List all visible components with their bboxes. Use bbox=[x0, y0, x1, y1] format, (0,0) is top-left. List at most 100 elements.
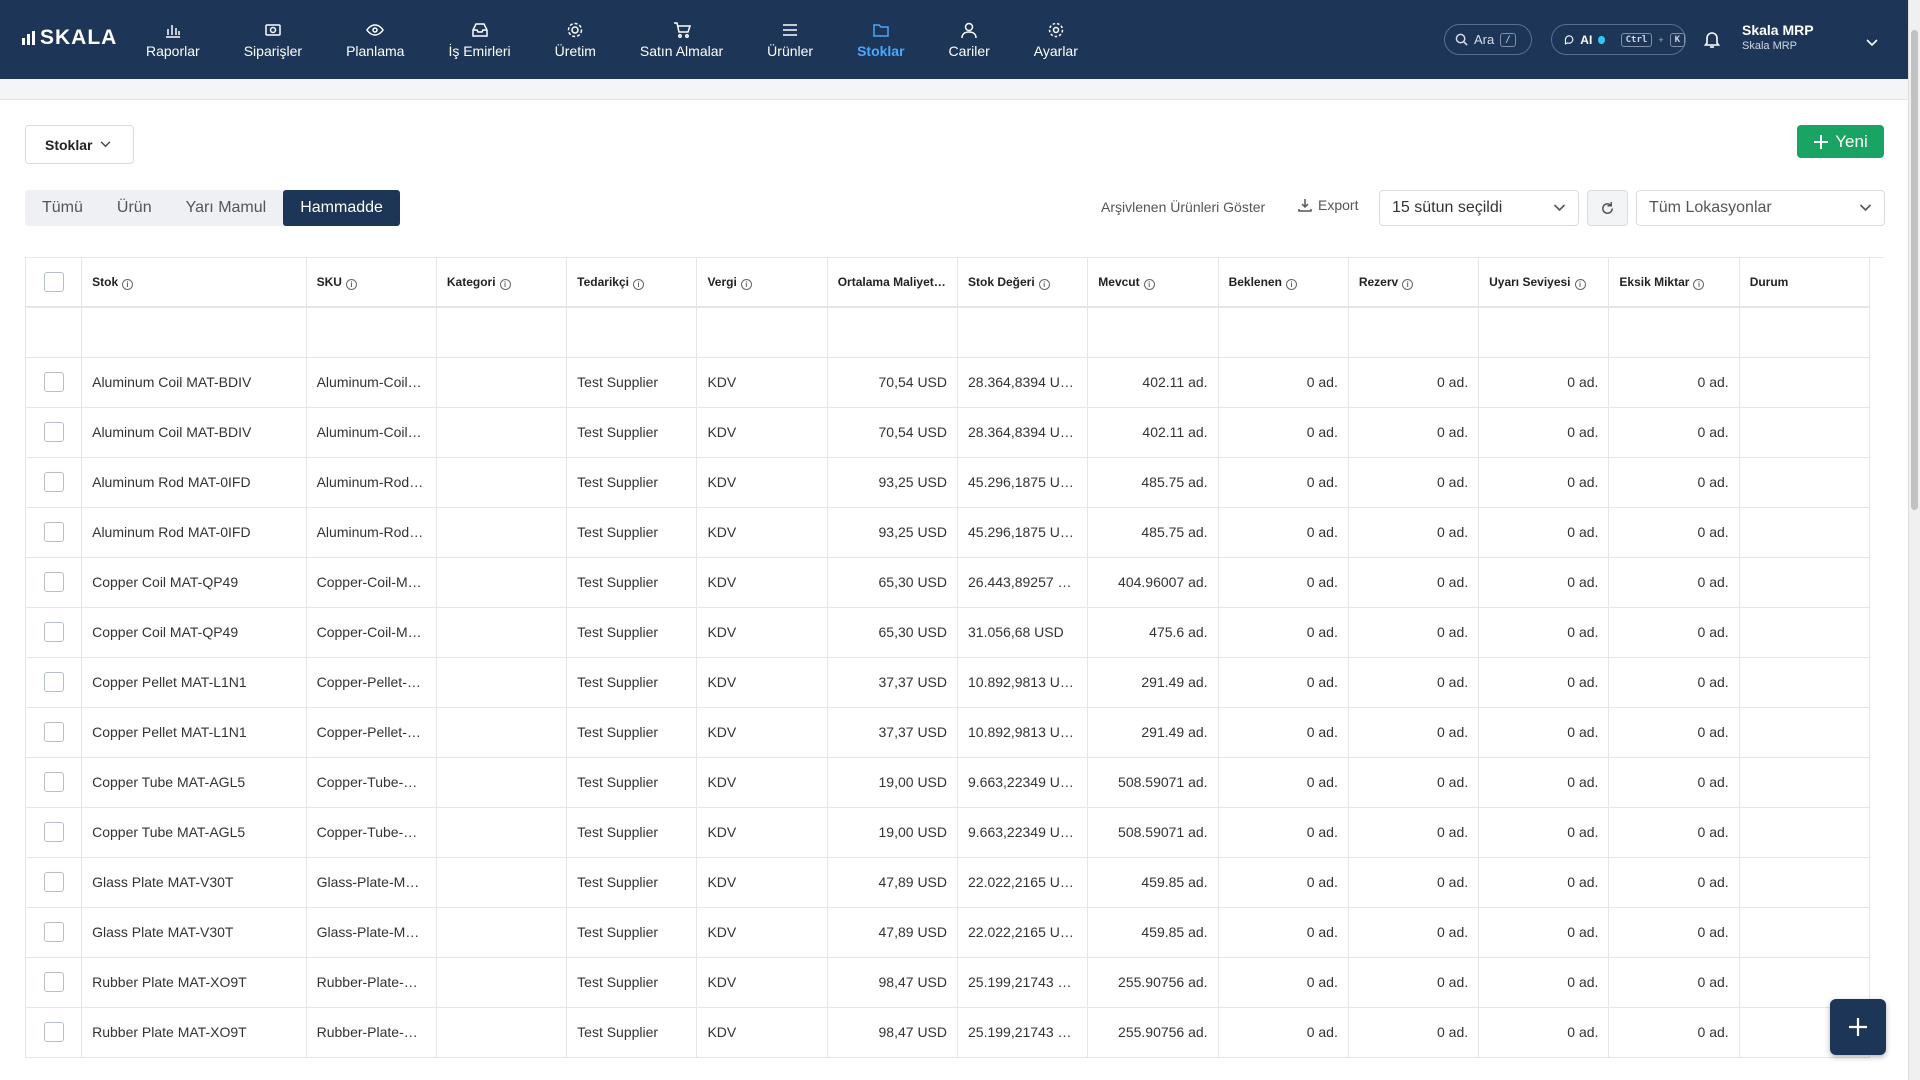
missing-qty-link[interactable]: 0 ad. bbox=[1608, 407, 1740, 458]
reserved-qty-link[interactable]: 0 ad. bbox=[1348, 657, 1480, 708]
row-checkbox[interactable] bbox=[43, 372, 64, 392]
col-header-durum[interactable]: Durum bbox=[1739, 258, 1871, 308]
nav-item-satin-almalar[interactable]: Satın Almalar bbox=[618, 0, 745, 79]
available-qty-link[interactable]: 459.85 ad. bbox=[1087, 857, 1219, 908]
col-header-rezerv[interactable]: Rezerv i bbox=[1348, 258, 1480, 308]
available-qty-link[interactable]: 508.59071 ad. bbox=[1087, 807, 1219, 858]
expected-qty-link[interactable]: 0 ad. bbox=[1218, 357, 1349, 408]
stock-name-link[interactable]: Aluminum Rod MAT-0IFD bbox=[81, 457, 307, 508]
quick-add-button[interactable] bbox=[1830, 999, 1886, 1055]
missing-qty-link[interactable]: 0 ad. bbox=[1608, 557, 1740, 608]
tab-urun[interactable]: Ürün bbox=[116, 199, 152, 216]
stock-name-link[interactable]: Rubber Plate MAT-XO9T bbox=[81, 957, 307, 1008]
available-qty-link[interactable]: 404.96007 ad. bbox=[1087, 557, 1219, 608]
missing-qty-link[interactable]: 0 ad. bbox=[1608, 707, 1740, 758]
expected-qty-link[interactable]: 0 ad. bbox=[1218, 807, 1349, 858]
nav-item-planlama[interactable]: Planlama bbox=[324, 0, 426, 79]
nav-item-raporlar[interactable]: Raporlar bbox=[124, 0, 222, 79]
expected-qty-link[interactable]: 0 ad. bbox=[1218, 557, 1349, 608]
nav-item-cariler[interactable]: Cariler bbox=[927, 0, 1012, 79]
stock-name-link[interactable]: Glass Plate MAT-V30T bbox=[81, 857, 307, 908]
reserved-qty-link[interactable]: 0 ad. bbox=[1348, 757, 1480, 808]
available-qty-link[interactable]: 508.59071 ad. bbox=[1087, 757, 1219, 808]
row-checkbox[interactable] bbox=[43, 572, 64, 592]
notifications-button[interactable] bbox=[1703, 30, 1721, 54]
expected-qty-link[interactable]: 0 ad. bbox=[1218, 1007, 1349, 1058]
filter-cell[interactable] bbox=[957, 307, 1089, 358]
expected-qty-link[interactable]: 0 ad. bbox=[1218, 457, 1349, 508]
stock-name-link[interactable]: Copper Coil MAT-QP49 bbox=[81, 557, 307, 608]
reserved-qty-link[interactable]: 0 ad. bbox=[1348, 707, 1480, 758]
row-checkbox[interactable] bbox=[43, 922, 64, 942]
table-row[interactable]: Aluminum Rod MAT-0IFDAluminum-Rod-MAT-0I… bbox=[25, 507, 1871, 558]
available-qty-link[interactable]: 291.49 ad. bbox=[1087, 707, 1219, 758]
table-row[interactable]: Copper Tube MAT-AGL5Copper-Tube-MAT-AGL5… bbox=[25, 807, 1871, 858]
row-checkbox[interactable] bbox=[43, 422, 64, 442]
reserved-qty-link[interactable]: 0 ad. bbox=[1348, 607, 1480, 658]
tab-tumu[interactable]: Tümü bbox=[42, 199, 83, 216]
location-select[interactable]: Tüm Lokasyonlar bbox=[1636, 190, 1885, 226]
col-header-beklenen[interactable]: Beklenen i bbox=[1218, 258, 1349, 308]
filter-cell[interactable] bbox=[566, 307, 698, 358]
row-checkbox[interactable] bbox=[43, 1022, 64, 1042]
col-header-kategori[interactable]: Kategori i bbox=[436, 258, 568, 308]
stock-name-link[interactable]: Aluminum Rod MAT-0IFD bbox=[81, 507, 307, 558]
stock-name-link[interactable]: Copper Coil MAT-QP49 bbox=[81, 607, 307, 658]
missing-qty-link[interactable]: 0 ad. bbox=[1608, 757, 1740, 808]
new-stock-button[interactable]: Yeni bbox=[1797, 125, 1884, 158]
tab-hammadde[interactable]: Hammadde bbox=[283, 190, 400, 226]
brand-logo[interactable]: SKALA bbox=[22, 26, 117, 50]
nav-item-is-emirleri[interactable]: İş Emirleri bbox=[426, 0, 532, 79]
reserved-qty-link[interactable]: 0 ad. bbox=[1348, 857, 1480, 908]
filter-cell[interactable] bbox=[1348, 307, 1480, 358]
available-qty-link[interactable]: 255.90756 ad. bbox=[1087, 957, 1219, 1008]
missing-qty-link[interactable]: 0 ad. bbox=[1608, 507, 1740, 558]
filter-cell[interactable] bbox=[827, 307, 959, 358]
row-checkbox[interactable] bbox=[43, 722, 64, 742]
filter-cell[interactable] bbox=[81, 307, 307, 358]
row-checkbox[interactable] bbox=[43, 622, 64, 642]
table-row[interactable]: Aluminum Coil MAT-BDIVAluminum-Coil-MAT-… bbox=[25, 357, 1871, 408]
row-checkbox[interactable] bbox=[43, 522, 64, 542]
table-row[interactable]: Copper Pellet MAT-L1N1Copper-Pellet-MAT-… bbox=[25, 707, 1871, 758]
expected-qty-link[interactable]: 0 ad. bbox=[1218, 957, 1349, 1008]
missing-qty-link[interactable]: 0 ad. bbox=[1608, 457, 1740, 508]
reserved-qty-link[interactable]: 0 ad. bbox=[1348, 357, 1480, 408]
expected-qty-link[interactable]: 0 ad. bbox=[1218, 857, 1349, 908]
missing-qty-link[interactable]: 0 ad. bbox=[1608, 807, 1740, 858]
available-qty-link[interactable]: 459.85 ad. bbox=[1087, 907, 1219, 958]
filter-cell[interactable] bbox=[1608, 307, 1740, 358]
refresh-button[interactable] bbox=[1587, 190, 1628, 226]
stock-name-link[interactable]: Aluminum Coil MAT-BDIV bbox=[81, 407, 307, 458]
row-checkbox[interactable] bbox=[43, 822, 64, 842]
available-qty-link[interactable]: 485.75 ad. bbox=[1087, 507, 1219, 558]
show-archived-link[interactable]: Arşivlenen Ürünleri Göster bbox=[1101, 199, 1266, 215]
available-qty-link[interactable]: 255.90756 ad. bbox=[1087, 1007, 1219, 1058]
missing-qty-link[interactable]: 0 ad. bbox=[1608, 657, 1740, 708]
user-menu[interactable]: Skala MRP Skala MRP bbox=[1742, 22, 1814, 52]
col-header-tedarikci[interactable]: Tedarikçi i bbox=[566, 258, 698, 308]
reserved-qty-link[interactable]: 0 ad. bbox=[1348, 407, 1480, 458]
ai-assistant-button[interactable]: AI Ctrl + K bbox=[1551, 24, 1686, 55]
available-qty-link[interactable]: 402.11 ad. bbox=[1087, 407, 1219, 458]
page-scrollbar[interactable] bbox=[1908, 0, 1920, 1080]
search-button[interactable]: Ara / bbox=[1444, 24, 1532, 55]
reserved-qty-link[interactable]: 0 ad. bbox=[1348, 1007, 1480, 1058]
col-header-vergi[interactable]: Vergi i bbox=[696, 258, 828, 308]
row-checkbox[interactable] bbox=[43, 772, 64, 792]
table-row[interactable]: Copper Tube MAT-AGL5Copper-Tube-MAT-AGL5… bbox=[25, 757, 1871, 808]
table-row[interactable]: Copper Coil MAT-QP49Copper-Coil-MAT-QP49… bbox=[25, 557, 1871, 608]
missing-qty-link[interactable]: 0 ad. bbox=[1608, 607, 1740, 658]
table-row[interactable]: Aluminum Rod MAT-0IFDAluminum-Rod-MAT-0I… bbox=[25, 457, 1871, 508]
row-checkbox[interactable] bbox=[43, 872, 64, 892]
col-header-ortalama-maliyet[interactable]: Ortalama Maliyet i bbox=[827, 258, 959, 308]
table-row[interactable]: Glass Plate MAT-V30TGlass-Plate-MAT-V30T… bbox=[25, 907, 1871, 958]
stock-name-link[interactable]: Copper Tube MAT-AGL5 bbox=[81, 807, 307, 858]
user-menu-chevron[interactable] bbox=[1866, 34, 1878, 52]
col-header-mevcut[interactable]: Mevcut i bbox=[1087, 258, 1219, 308]
expected-qty-link[interactable]: 0 ad. bbox=[1218, 707, 1349, 758]
missing-qty-link[interactable]: 0 ad. bbox=[1608, 357, 1740, 408]
nav-item-stoklar[interactable]: Stoklar bbox=[835, 0, 926, 79]
missing-qty-link[interactable]: 0 ad. bbox=[1608, 907, 1740, 958]
nav-item-siparisler[interactable]: Siparişler bbox=[222, 0, 324, 79]
